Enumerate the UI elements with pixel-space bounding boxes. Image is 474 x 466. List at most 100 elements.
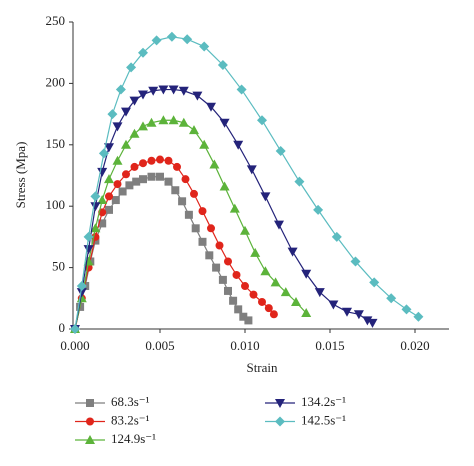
- data-point: [331, 231, 342, 242]
- data-point: [158, 85, 169, 95]
- y-tick-label: 150: [46, 136, 66, 151]
- data-point: [219, 181, 230, 191]
- y-axis-label: Stress (Mpa): [13, 142, 28, 209]
- data-point: [353, 310, 364, 320]
- data-point: [147, 156, 156, 165]
- data-point: [413, 311, 424, 322]
- data-point: [70, 324, 80, 334]
- data-point: [244, 316, 253, 325]
- data-point: [287, 247, 298, 257]
- x-tick-label: 0.005: [145, 338, 174, 353]
- x-tick-label: 0.015: [315, 338, 344, 353]
- data-point: [156, 172, 164, 181]
- data-point: [138, 121, 148, 131]
- data-point: [168, 85, 179, 95]
- data-point: [164, 156, 173, 165]
- data-point: [113, 180, 122, 189]
- legend-marker: [275, 416, 285, 427]
- legend-marker: [85, 435, 95, 444]
- y-tick-label: 0: [59, 320, 66, 335]
- data-point: [168, 115, 179, 125]
- data-point: [112, 122, 123, 132]
- data-point: [171, 186, 180, 195]
- data-point: [270, 277, 281, 287]
- data-point: [239, 312, 248, 321]
- data-point: [233, 140, 244, 150]
- legend-marker: [275, 399, 285, 408]
- data-point: [328, 300, 339, 310]
- data-point: [139, 175, 147, 184]
- y-tick-label: 200: [46, 74, 66, 89]
- data-point: [121, 139, 131, 149]
- data-point: [104, 174, 114, 184]
- data-point: [229, 203, 240, 213]
- data-point: [217, 59, 228, 70]
- data-point: [107, 109, 118, 120]
- data-point: [224, 257, 232, 266]
- data-point: [199, 139, 210, 149]
- data-point: [138, 47, 148, 58]
- data-point: [275, 145, 286, 156]
- data-point: [112, 155, 123, 165]
- data-point: [206, 102, 216, 112]
- data-point: [118, 187, 127, 196]
- data-point: [181, 175, 190, 184]
- data-point: [367, 318, 378, 328]
- data-point: [97, 195, 108, 205]
- data-point: [291, 296, 301, 306]
- data-point: [224, 286, 232, 295]
- data-point: [260, 192, 271, 202]
- data-point: [164, 177, 173, 186]
- data-point: [115, 84, 126, 95]
- data-point: [301, 269, 312, 279]
- data-point: [215, 241, 224, 250]
- data-point: [212, 263, 221, 272]
- data-point: [125, 181, 134, 190]
- x-tick-label: 0.020: [400, 338, 429, 353]
- data-point: [313, 204, 324, 215]
- data-point: [98, 148, 109, 159]
- data-point: [362, 316, 373, 326]
- data-point: [104, 143, 114, 153]
- data-point: [219, 118, 230, 128]
- data-point: [121, 107, 131, 117]
- data-point: [199, 41, 210, 52]
- data-point: [122, 170, 130, 179]
- data-point: [269, 310, 278, 319]
- data-point: [189, 125, 199, 135]
- data-point: [207, 224, 215, 233]
- data-point: [198, 237, 207, 246]
- data-point: [139, 159, 147, 168]
- data-point: [301, 308, 312, 318]
- data-point: [90, 191, 101, 202]
- data-point: [105, 205, 113, 214]
- data-point: [156, 155, 164, 164]
- data-point: [138, 90, 148, 100]
- data-point: [191, 224, 200, 233]
- y-tick-label: 100: [46, 197, 66, 212]
- data-point: [126, 62, 137, 73]
- data-point: [90, 223, 101, 233]
- data-point: [229, 296, 238, 305]
- data-point: [151, 35, 162, 46]
- data-point: [234, 305, 243, 314]
- data-point: [147, 172, 156, 181]
- data-point: [369, 277, 380, 288]
- data-point: [260, 266, 271, 276]
- x-tick-label: 0.000: [60, 338, 89, 353]
- data-point: [264, 304, 273, 313]
- data-point: [205, 251, 214, 260]
- y-tick-label: 50: [52, 259, 65, 274]
- data-point: [257, 115, 267, 126]
- data-point: [76, 281, 87, 292]
- data-point: [173, 162, 181, 171]
- data-point: [246, 165, 257, 175]
- legend-label: 134.2s⁻¹: [301, 394, 346, 409]
- data-point: [132, 177, 141, 186]
- data-point: [250, 247, 261, 257]
- data-point: [146, 117, 157, 127]
- series-line: [74, 158, 275, 330]
- data-point: [209, 159, 220, 169]
- data-point: [178, 86, 189, 96]
